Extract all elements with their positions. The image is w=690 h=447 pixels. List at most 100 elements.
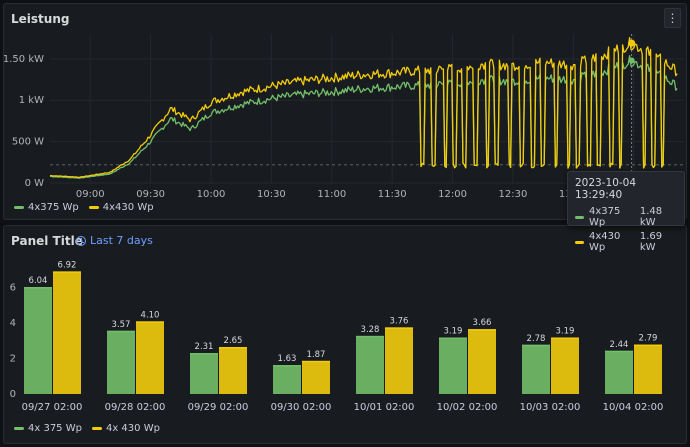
panel-menu-icon[interactable]: ⋮	[664, 8, 681, 28]
bar	[385, 327, 413, 394]
x-category-label: 09/28 02:00	[105, 402, 166, 413]
tooltip-label: 4x375 Wp	[589, 206, 621, 228]
legend-label: 4x 430 Wp	[105, 423, 160, 434]
bar-value-label: 3.66	[473, 318, 492, 328]
y-tick-label: 4	[10, 318, 16, 329]
time-range-label: Last 7 days	[90, 234, 153, 247]
bar-top-edge	[53, 271, 81, 273]
bar-value-label: 3.57	[112, 320, 131, 330]
bar-top-edge	[273, 365, 301, 367]
y-tick-label: 2	[10, 354, 16, 365]
bar-value-label: 3.76	[390, 316, 409, 326]
bar	[439, 337, 467, 394]
x-category-label: 10/03 02:00	[520, 402, 581, 413]
bar	[551, 337, 579, 394]
hover-tooltip: 2023-10-04 13:29:40 4x375 Wp 1.48 kW 4x4…	[567, 171, 685, 253]
bar-top-edge	[551, 337, 579, 339]
bar	[136, 321, 164, 394]
bar-value-label: 3.19	[556, 326, 575, 336]
bar-top-edge	[136, 321, 164, 323]
bar	[634, 344, 662, 394]
legend-item[interactable]: 4x375 Wp	[14, 202, 79, 213]
clock-icon	[76, 235, 86, 246]
bar-top-edge	[24, 287, 52, 289]
bar	[107, 330, 135, 394]
x-tick-label: 10:00	[197, 189, 226, 200]
line-legend: 4x375 Wp 4x430 Wp	[14, 202, 154, 213]
y-tick-label: 0 W	[25, 178, 45, 189]
bar	[605, 350, 633, 394]
legend-swatch	[91, 427, 102, 430]
tooltip-row: 4x375 Wp 1.48 kW	[575, 206, 677, 228]
x-category-label: 10/02 02:00	[437, 402, 498, 413]
bar	[522, 344, 550, 394]
panel-title: Panel Title	[11, 234, 83, 248]
bar	[468, 329, 496, 394]
hover-point	[628, 57, 635, 64]
tooltip-value: 1.69 kW	[639, 231, 663, 253]
legend-swatch	[88, 206, 99, 209]
tooltip-value: 1.48 kW	[639, 206, 663, 228]
bar-top-edge	[302, 360, 330, 363]
tooltip-swatch	[575, 215, 585, 219]
daily-energy-bar-chart[interactable]: 0 2 4 6 6.04 6.92 09/27 02:00 3.57 4.10 09/28 02:…	[4, 248, 688, 423]
hover-point	[628, 39, 636, 47]
bar	[190, 353, 218, 394]
bar-legend: 4x 375 Wp 4x 430 Wp	[14, 423, 160, 434]
x-tick-label: 11:00	[317, 189, 346, 200]
bar-value-label: 3.28	[361, 325, 380, 335]
x-category-label: 09/29 02:00	[188, 402, 249, 413]
bar	[302, 360, 330, 394]
x-category-label: 10/04 02:00	[603, 402, 664, 413]
daily-energy-panel: Panel Title Last 7 days 0 2 4 6 6.04 6.92 09/2…	[3, 225, 687, 444]
legend-item[interactable]: 4x 430 Wp	[91, 423, 160, 434]
bar-value-label: 2.65	[224, 336, 243, 346]
y-tick-label: 6	[10, 283, 16, 294]
legend-label: 4x 375 Wp	[28, 423, 82, 434]
bar-value-label: 3.19	[444, 326, 463, 336]
x-category-label: 09/27 02:00	[22, 402, 83, 413]
time-range-indicator[interactable]: Last 7 days	[76, 234, 153, 247]
legend-label: 4x375 Wp	[28, 202, 79, 213]
legend-item[interactable]: 4x 375 Wp	[14, 423, 82, 434]
bar-top-edge	[605, 350, 633, 353]
x-tick-label: 12:30	[499, 189, 528, 200]
bar-value-label: 2.79	[639, 334, 658, 344]
power-line-chart[interactable]: 1.50 kW 1 kW 500 W 0 W 09:00 09:30 10:00 10:30 1…	[4, 26, 688, 216]
tooltip-time: 2023-10-04 13:29:40	[575, 177, 637, 201]
bar	[24, 287, 52, 394]
bar-top-edge	[439, 337, 467, 339]
legend-label: 4x430 Wp	[102, 202, 154, 213]
x-category-label: 09/30 02:00	[271, 402, 332, 413]
legend-swatch	[14, 206, 24, 209]
series-line	[50, 55, 678, 179]
y-tick-label: 0	[10, 389, 16, 400]
bar-top-edge	[468, 329, 496, 331]
bar	[273, 365, 301, 394]
x-tick-label: 10:30	[257, 189, 286, 200]
y-tick-label: 1 kW	[19, 95, 44, 106]
bar	[219, 347, 247, 394]
power-panel: Leistung ⋮ 1.50 kW 1 kW 500 W 0 W 09:00 09:30…	[3, 3, 687, 220]
panel-title: Leistung	[11, 12, 70, 26]
tooltip-swatch	[575, 240, 585, 244]
bar-top-edge	[385, 327, 413, 329]
x-tick-label: 11:30	[378, 189, 407, 200]
bar-top-edge	[356, 335, 384, 338]
x-tick-label: 09:30	[136, 189, 165, 200]
bar-top-edge	[219, 347, 247, 349]
series-line	[50, 37, 678, 179]
bar-top-edge	[190, 353, 218, 355]
bar-top-edge	[634, 344, 662, 347]
bar-value-label: 4.10	[141, 310, 160, 320]
bar-top-edge	[107, 330, 135, 333]
tooltip-row: 4x430 Wp 1.69 kW	[575, 231, 677, 253]
bar-value-label: 2.44	[610, 340, 629, 350]
bar-value-label: 2.78	[527, 334, 546, 344]
x-tick-label: 12:00	[438, 189, 467, 200]
legend-item[interactable]: 4x430 Wp	[88, 202, 154, 213]
bar-value-label: 2.31	[195, 342, 214, 352]
bar-value-label: 1.63	[278, 354, 297, 364]
bar-value-label: 6.04	[29, 276, 48, 286]
y-tick-label: 500 W	[12, 137, 44, 148]
